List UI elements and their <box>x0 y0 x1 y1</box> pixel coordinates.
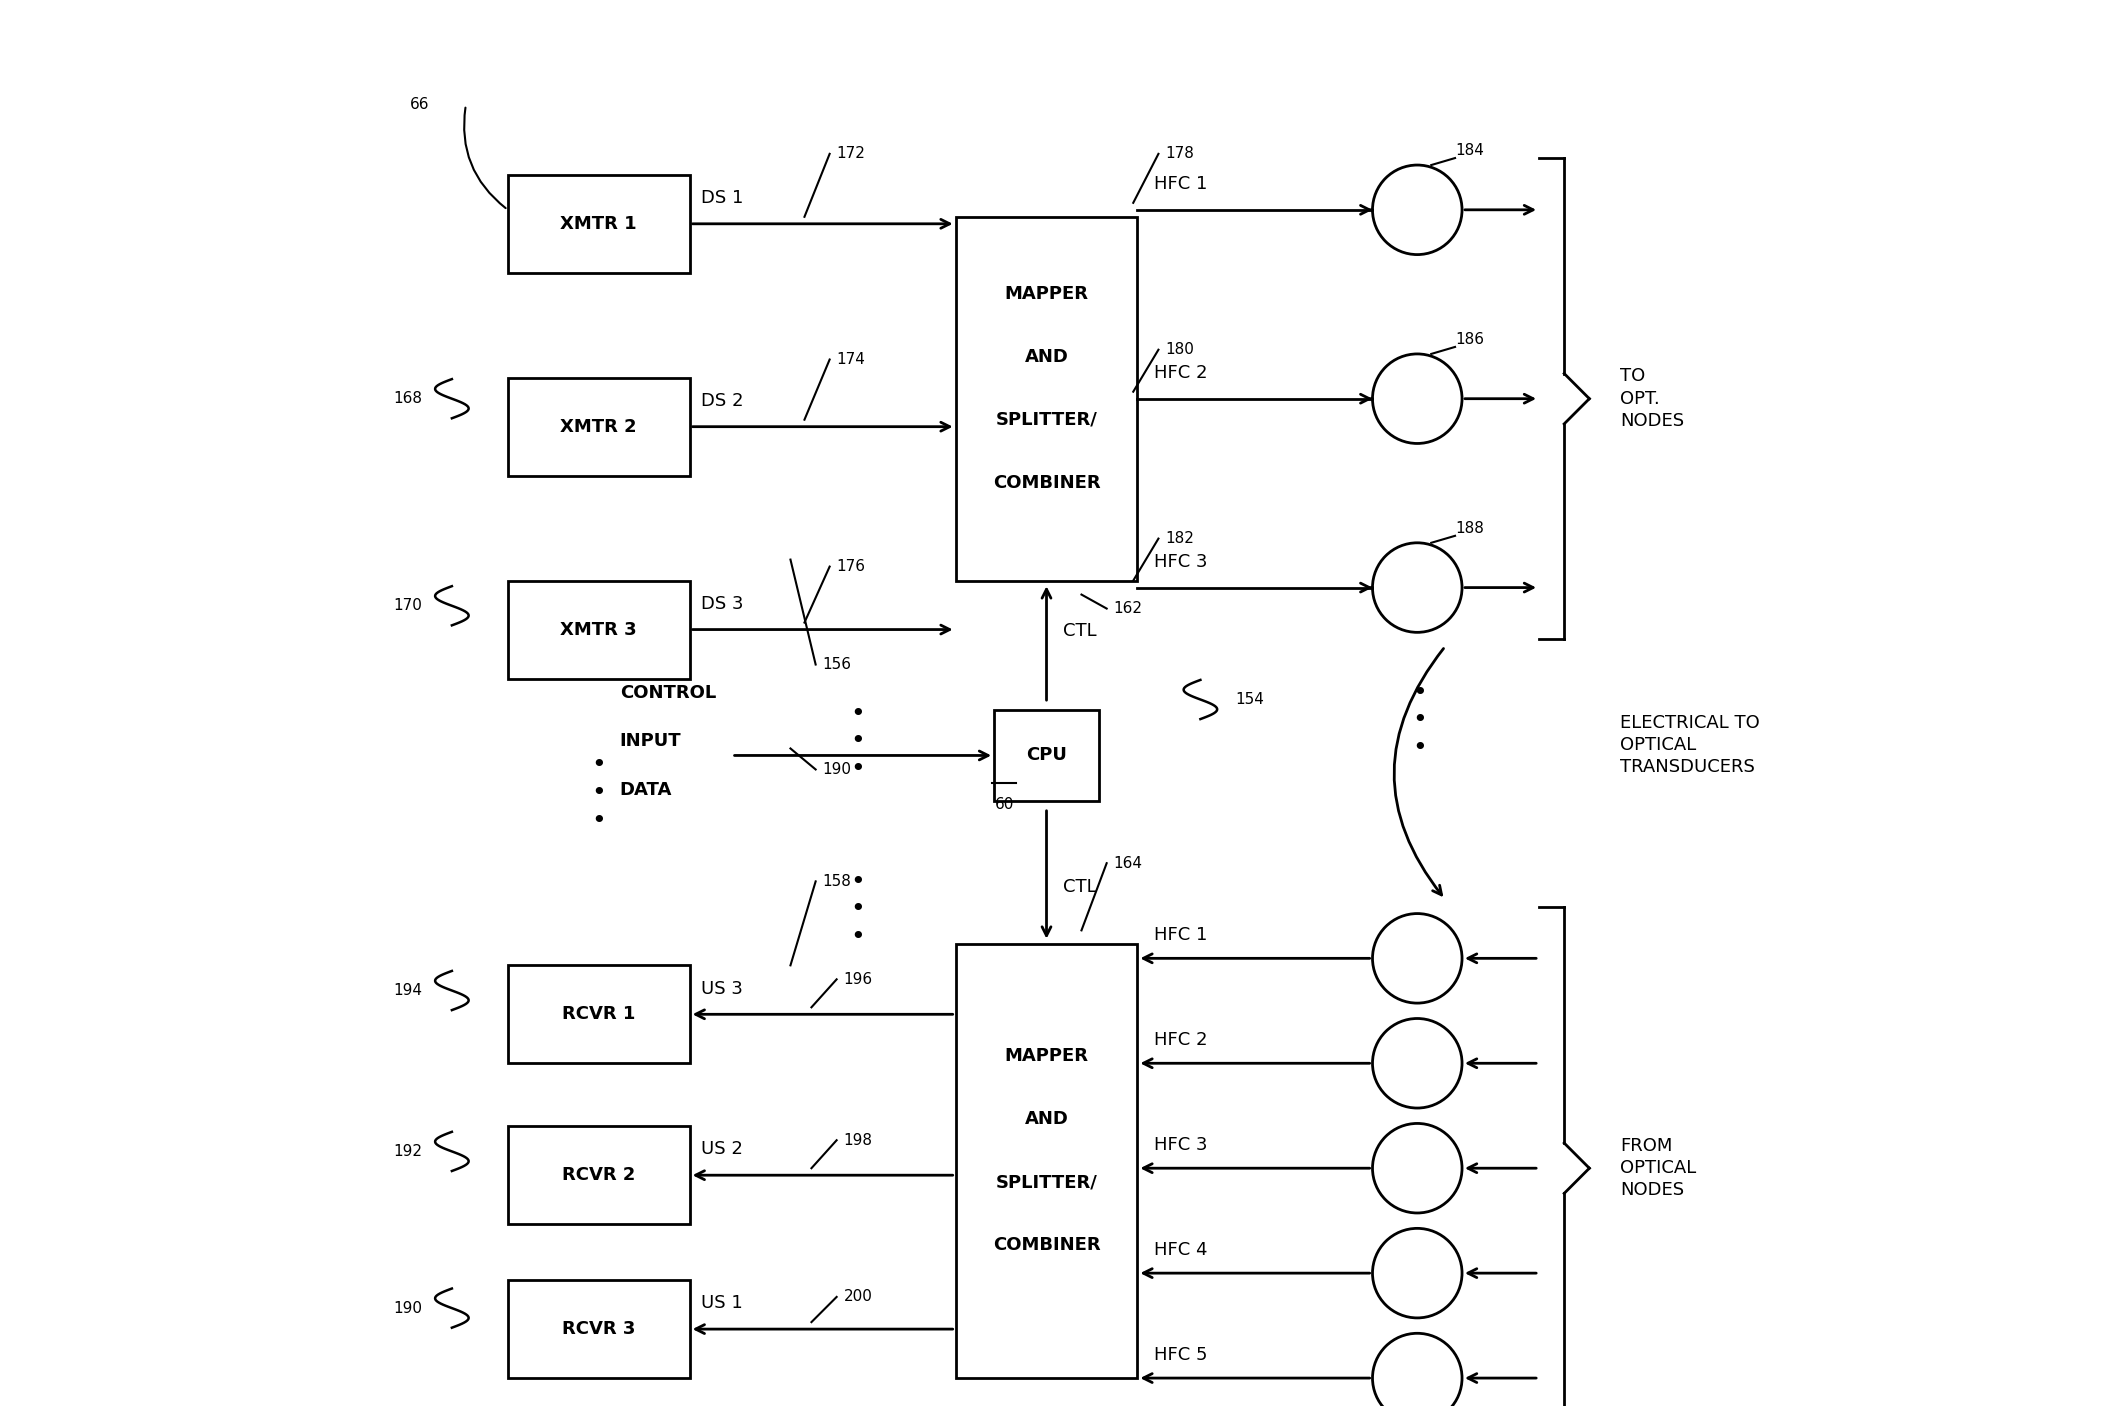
Text: 194: 194 <box>394 983 421 998</box>
Text: HFC 5: HFC 5 <box>1155 1347 1207 1364</box>
Text: 190: 190 <box>394 1300 421 1316</box>
Text: SPLITTER/: SPLITTER/ <box>997 411 1098 428</box>
Text: FROM
OPTICAL
NODES: FROM OPTICAL NODES <box>1620 1137 1696 1200</box>
Text: •
•
•: • • • <box>592 753 607 834</box>
Text: 156: 156 <box>822 657 851 673</box>
Text: CTL: CTL <box>1064 622 1098 640</box>
Text: HFC 2: HFC 2 <box>1155 365 1207 382</box>
Text: RCVR 3: RCVR 3 <box>563 1320 636 1338</box>
Text: 164: 164 <box>1115 856 1142 870</box>
Text: CTL: CTL <box>1064 877 1098 896</box>
Text: TO
OPT.
NODES: TO OPT. NODES <box>1620 367 1683 430</box>
Text: 182: 182 <box>1165 531 1195 545</box>
Text: 192: 192 <box>394 1145 421 1159</box>
Bar <box>508 377 689 476</box>
Text: 184: 184 <box>1456 143 1483 158</box>
Text: 200: 200 <box>843 1290 872 1304</box>
Text: 174: 174 <box>836 352 866 367</box>
Text: SPLITTER/: SPLITTER/ <box>997 1173 1098 1191</box>
Text: HFC 3: HFC 3 <box>1155 552 1207 571</box>
Text: US 3: US 3 <box>702 979 744 998</box>
Text: 162: 162 <box>1115 601 1142 616</box>
Text: COMBINER: COMBINER <box>992 1236 1100 1255</box>
Text: 168: 168 <box>394 391 421 406</box>
Text: 154: 154 <box>1235 692 1264 706</box>
Text: 172: 172 <box>836 147 866 161</box>
Text: AND: AND <box>1024 1111 1068 1128</box>
Text: AND: AND <box>1024 348 1068 366</box>
Bar <box>508 581 689 678</box>
Text: HFC 1: HFC 1 <box>1155 927 1207 944</box>
Text: RCVR 1: RCVR 1 <box>563 1005 636 1023</box>
Text: HFC 2: HFC 2 <box>1155 1031 1207 1050</box>
Text: 66: 66 <box>411 97 430 113</box>
Text: XMTR 1: XMTR 1 <box>560 215 636 233</box>
Text: 178: 178 <box>1165 147 1195 161</box>
Text: INPUT: INPUT <box>619 732 681 750</box>
Text: DS 2: DS 2 <box>702 391 744 410</box>
Text: 60: 60 <box>995 797 1013 812</box>
Text: 186: 186 <box>1456 332 1483 348</box>
Text: 190: 190 <box>822 762 851 777</box>
Text: XMTR 2: XMTR 2 <box>560 418 636 435</box>
Text: 180: 180 <box>1165 342 1195 357</box>
Text: 198: 198 <box>843 1133 872 1147</box>
Text: MAPPER: MAPPER <box>1005 285 1089 302</box>
Text: DATA: DATA <box>619 781 672 800</box>
Text: •
•
•: • • • <box>1412 681 1426 760</box>
Text: CONTROL: CONTROL <box>619 684 716 701</box>
Text: HFC 1: HFC 1 <box>1155 175 1207 194</box>
Text: HFC 4: HFC 4 <box>1155 1241 1207 1259</box>
Text: US 2: US 2 <box>702 1140 744 1159</box>
Text: 170: 170 <box>394 598 421 613</box>
Text: RCVR 2: RCVR 2 <box>563 1166 636 1184</box>
Text: ELECTRICAL TO
OPTICAL
TRANSDUCERS: ELECTRICAL TO OPTICAL TRANSDUCERS <box>1620 714 1759 776</box>
Text: US 1: US 1 <box>702 1294 742 1313</box>
Text: COMBINER: COMBINER <box>992 473 1100 492</box>
Bar <box>508 1126 689 1224</box>
Bar <box>957 944 1138 1378</box>
Text: DS 1: DS 1 <box>702 189 744 208</box>
Text: 158: 158 <box>822 873 851 889</box>
Text: DS 3: DS 3 <box>702 595 744 613</box>
Text: 196: 196 <box>843 972 872 986</box>
Text: HFC 3: HFC 3 <box>1155 1136 1207 1154</box>
Text: XMTR 3: XMTR 3 <box>560 620 636 639</box>
FancyArrowPatch shape <box>1395 649 1443 894</box>
Bar <box>508 175 689 273</box>
Text: •
•
•: • • • <box>851 702 866 781</box>
Text: 176: 176 <box>836 560 866 574</box>
Bar <box>957 216 1138 581</box>
Text: •
•
•: • • • <box>851 869 866 950</box>
Text: CPU: CPU <box>1026 746 1066 764</box>
Text: MAPPER: MAPPER <box>1005 1047 1089 1065</box>
Bar <box>508 965 689 1063</box>
Bar <box>508 1280 689 1378</box>
Text: 188: 188 <box>1456 521 1483 536</box>
Bar <box>995 709 1100 801</box>
